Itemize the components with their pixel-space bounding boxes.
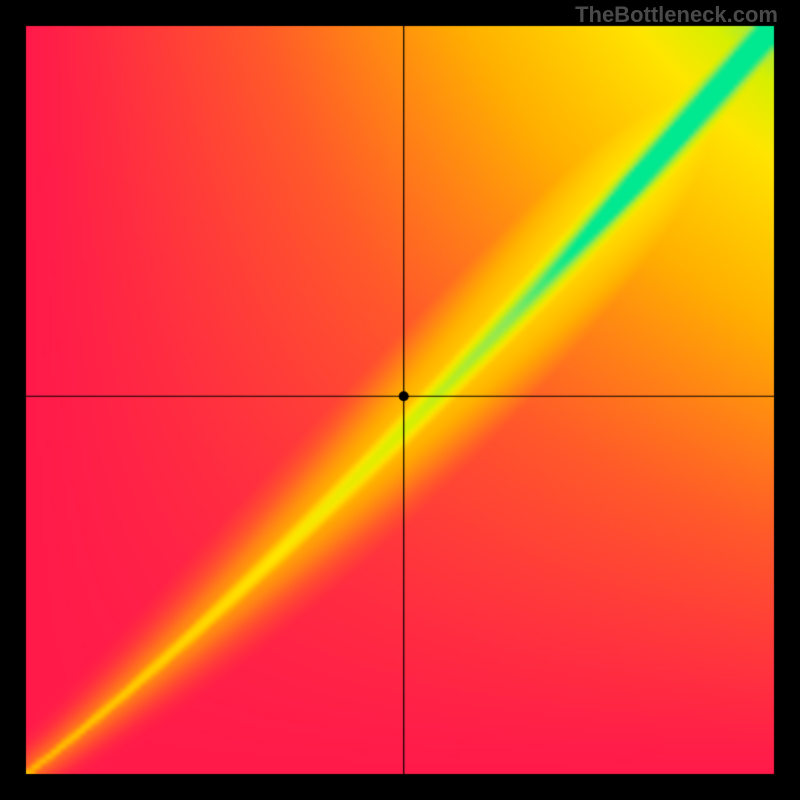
- bottleneck-heatmap-canvas: [0, 0, 800, 800]
- chart-container: TheBottleneck.com: [0, 0, 800, 800]
- watermark-text: TheBottleneck.com: [575, 2, 778, 28]
